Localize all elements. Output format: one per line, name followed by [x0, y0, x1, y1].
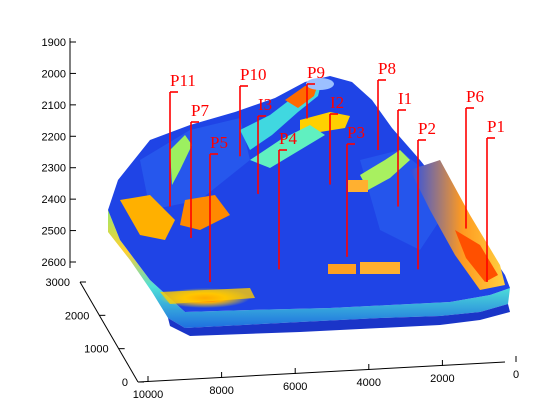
- z-tick-label: 2100: [42, 100, 66, 112]
- surface-west-band-2: [180, 195, 230, 230]
- well-label: P9: [307, 63, 325, 82]
- well-p8[interactable]: P8: [377, 59, 396, 150]
- well-label: I2: [330, 93, 344, 112]
- x-tick-label: 8000: [209, 385, 233, 397]
- well-p11[interactable]: P11: [169, 71, 196, 207]
- reservoir-surface: [108, 76, 510, 336]
- well-p10[interactable]: P10: [239, 65, 266, 157]
- y-axis-line: [79, 281, 139, 383]
- well-label: P1: [487, 117, 505, 136]
- surface-ridge-west: [170, 135, 192, 185]
- x-tick-label: 4000: [357, 377, 381, 389]
- surface-side-bottom: [168, 304, 510, 336]
- well-i1[interactable]: I1: [397, 89, 412, 207]
- z-tick-label: 2300: [42, 163, 66, 175]
- x-tick-label: 6000: [283, 381, 307, 393]
- well-i2[interactable]: I2: [329, 93, 344, 185]
- well-label: I3: [258, 95, 272, 114]
- well-label: P11: [170, 71, 196, 90]
- z-tick-label: 2200: [42, 131, 66, 143]
- surface-ridge-cyan: [250, 125, 325, 168]
- axis-ticks: 1900 2000 2100 2200 2300 2400 2500 2600 0 1000 200…: [42, 37, 520, 401]
- well-p1[interactable]: P1: [486, 117, 505, 282]
- z-tick-label: 2500: [42, 226, 66, 238]
- well-label: P3: [347, 123, 365, 142]
- z-tick-label: 2400: [42, 194, 66, 206]
- y-tick-label: 0: [122, 377, 128, 389]
- surface-patch-3: [348, 180, 368, 192]
- x-tick-label: 2000: [430, 373, 454, 385]
- well-p6[interactable]: P6: [465, 87, 484, 229]
- surface-summit: [306, 78, 334, 90]
- well-label: P5: [210, 133, 228, 152]
- well-label: P8: [378, 59, 396, 78]
- well-label: P4: [279, 129, 297, 148]
- well-label: P2: [418, 119, 436, 138]
- surface-patch-2: [360, 262, 400, 274]
- well-p9[interactable]: P9: [306, 63, 325, 119]
- wells-layer: P11 P10 P9 P8 P7 I3 I2 I1 P6 P5 P4 P3 P2 P1: [169, 59, 505, 282]
- axes: [69, 38, 506, 383]
- surface-south-band: [160, 288, 255, 304]
- x-tick-label: 0: [513, 369, 519, 381]
- well-p7[interactable]: P7: [190, 101, 209, 238]
- well-i3[interactable]: I3: [257, 95, 272, 194]
- well-p4[interactable]: P4: [278, 129, 297, 270]
- well-p2[interactable]: P2: [417, 119, 436, 270]
- surface-shade-1: [140, 118, 250, 210]
- surface-patch-1: [328, 264, 356, 274]
- y-tick-label: 1000: [84, 344, 108, 356]
- well-label: P6: [466, 87, 484, 106]
- x-tick-label: 10000: [133, 389, 164, 401]
- z-tick-label: 2600: [42, 257, 66, 269]
- z-tick-label: 2000: [42, 68, 66, 80]
- z-tick-label: 1900: [42, 37, 66, 49]
- well-p5[interactable]: P5: [209, 133, 228, 282]
- y-tick-label: 3000: [46, 277, 70, 289]
- well-label: P10: [240, 65, 266, 84]
- surface-ridge-hot: [285, 84, 318, 108]
- well-label: I1: [398, 89, 412, 108]
- y-tick-label: 2000: [65, 310, 89, 322]
- x-axis-line: [137, 361, 506, 383]
- well-label: P7: [191, 101, 209, 120]
- surface-west-band: [120, 195, 175, 240]
- well-p3[interactable]: P3: [346, 123, 365, 257]
